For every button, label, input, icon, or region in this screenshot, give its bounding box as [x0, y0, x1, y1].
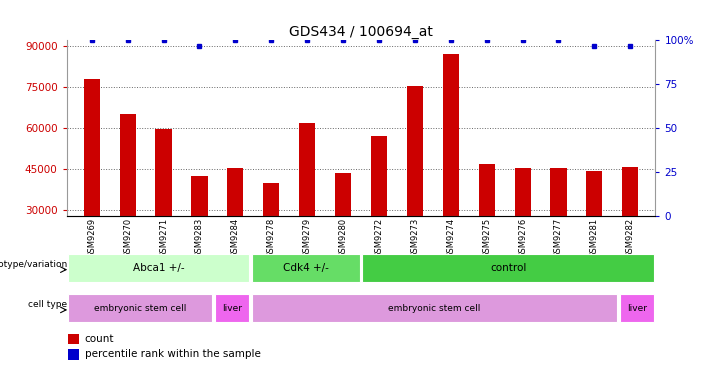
Bar [515, 168, 531, 216]
Text: cell type: cell type [28, 300, 67, 309]
Bar [68, 349, 79, 360]
Text: GSM9281: GSM9281 [590, 218, 599, 258]
Text: GSM9280: GSM9280 [339, 218, 348, 258]
Bar [68, 254, 249, 282]
Bar [620, 294, 654, 322]
Bar [252, 294, 617, 322]
Text: GSM9272: GSM9272 [374, 218, 383, 258]
Bar [335, 173, 351, 216]
Text: GSM9274: GSM9274 [447, 218, 455, 258]
Bar [252, 254, 360, 282]
Bar [550, 168, 566, 216]
Bar [156, 130, 172, 216]
Bar [191, 176, 207, 216]
Bar [68, 334, 79, 344]
Title: GDS434 / 100694_at: GDS434 / 100694_at [289, 25, 433, 39]
Text: GSM9270: GSM9270 [123, 218, 132, 258]
Bar [443, 54, 459, 216]
Bar [622, 167, 639, 216]
Bar [215, 294, 249, 322]
Text: GSM9278: GSM9278 [267, 218, 275, 258]
Text: Cdk4 +/-: Cdk4 +/- [283, 263, 329, 273]
Text: percentile rank within the sample: percentile rank within the sample [85, 350, 261, 359]
Bar [299, 123, 315, 216]
Bar [362, 254, 654, 282]
Bar [407, 86, 423, 216]
Text: Abca1 +/-: Abca1 +/- [132, 263, 184, 273]
Text: liver: liver [222, 304, 243, 313]
Text: control: control [490, 263, 526, 273]
Bar [227, 168, 243, 216]
Text: GSM9273: GSM9273 [410, 218, 419, 258]
Text: genotype/variation: genotype/variation [0, 260, 67, 269]
Text: GSM9271: GSM9271 [159, 218, 168, 258]
Text: liver: liver [627, 304, 647, 313]
Bar [586, 171, 602, 216]
Text: GSM9279: GSM9279 [303, 218, 312, 258]
Text: GSM9276: GSM9276 [518, 218, 527, 258]
Text: GSM9275: GSM9275 [482, 218, 491, 258]
Bar [479, 164, 495, 216]
Text: GSM9283: GSM9283 [195, 218, 204, 258]
Text: count: count [85, 334, 114, 344]
Text: embryonic stem cell: embryonic stem cell [388, 304, 481, 313]
Bar [83, 79, 100, 216]
Bar [68, 294, 212, 322]
Text: GSM9282: GSM9282 [626, 218, 635, 258]
Text: embryonic stem cell: embryonic stem cell [94, 304, 186, 313]
Text: GSM9277: GSM9277 [554, 218, 563, 258]
Text: GSM9269: GSM9269 [87, 218, 96, 258]
Bar [263, 183, 279, 216]
Bar [120, 114, 136, 216]
Bar [371, 136, 387, 216]
Text: GSM9284: GSM9284 [231, 218, 240, 258]
